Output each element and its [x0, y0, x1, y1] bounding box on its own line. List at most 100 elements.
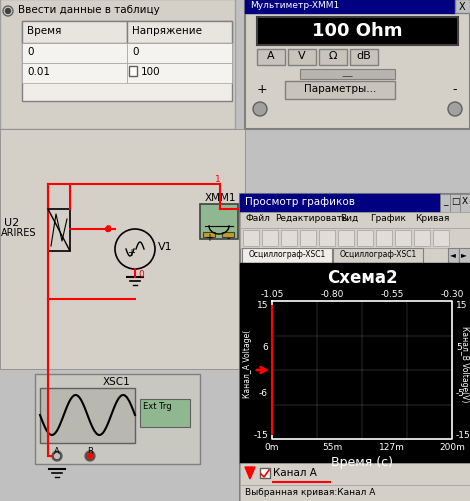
Text: 0: 0	[27, 47, 33, 57]
Bar	[240, 264, 470, 463]
Bar	[455, 0, 470, 14]
Text: Мультиметр-XMM1: Мультиметр-XMM1	[250, 1, 339, 10]
Text: Просмотр графиков: Просмотр графиков	[245, 196, 355, 206]
Text: 3: 3	[105, 224, 111, 233]
Bar	[240, 228, 470, 248]
Circle shape	[448, 103, 462, 117]
Bar	[285, 82, 395, 100]
Text: B: B	[87, 446, 93, 455]
Bar	[300, 230, 316, 246]
Text: V: V	[298, 51, 306, 61]
Text: -6: -6	[259, 389, 268, 398]
Bar	[129, 67, 137, 77]
Text: 15: 15	[456, 301, 468, 310]
Text: Схема2: Схема2	[327, 269, 397, 287]
Bar	[35, 374, 200, 464]
Bar	[260, 468, 270, 478]
Text: Файл: Файл	[245, 213, 270, 222]
Bar	[127, 22, 232, 44]
Circle shape	[55, 453, 60, 458]
Text: Напряжение: Напряжение	[132, 26, 202, 36]
Bar	[240, 194, 440, 212]
Text: Время (с): Время (с)	[331, 455, 393, 468]
Bar	[140, 399, 190, 427]
Text: 0: 0	[138, 270, 144, 279]
Bar	[22, 22, 232, 102]
Text: X: X	[462, 196, 468, 205]
Text: Осциллограф-XSC1: Осциллограф-XSC1	[248, 249, 326, 259]
Bar	[222, 232, 234, 237]
Text: -5: -5	[456, 389, 465, 398]
Text: Ввести данные в таблицу: Ввести данные в таблицу	[18, 5, 160, 15]
Text: Канал А: Канал А	[273, 467, 317, 477]
Bar	[127, 64, 232, 84]
Text: 1: 1	[215, 175, 221, 184]
Text: Редактировать: Редактировать	[275, 213, 347, 222]
Bar	[22, 64, 127, 84]
Text: □: □	[451, 196, 459, 205]
Bar	[450, 194, 460, 212]
Circle shape	[6, 10, 10, 15]
Text: _: _	[443, 196, 447, 205]
Text: Канал_А Voltage(: Канал_А Voltage(	[243, 329, 252, 397]
Bar	[257, 18, 458, 46]
Bar	[245, 0, 455, 14]
Bar	[22, 22, 127, 44]
Text: -: -	[452, 83, 456, 96]
Text: 200m: 200m	[439, 442, 465, 451]
Circle shape	[87, 453, 93, 458]
Text: 100 Ohm: 100 Ohm	[312, 22, 402, 40]
Bar	[281, 230, 297, 246]
Bar	[40, 388, 135, 443]
Bar	[48, 209, 70, 252]
Text: XSC1: XSC1	[103, 376, 131, 386]
Bar	[395, 230, 411, 246]
Bar	[243, 230, 259, 246]
Text: -0.55: -0.55	[380, 290, 404, 299]
Text: Выбранная кривая:Канал А: Выбранная кривая:Канал А	[245, 487, 376, 496]
Text: 0.01: 0.01	[27, 67, 50, 77]
Bar	[200, 204, 238, 239]
Text: 100: 100	[141, 67, 161, 77]
Bar	[414, 230, 430, 246]
Text: 0: 0	[132, 47, 139, 57]
Text: Кривая: Кривая	[415, 213, 449, 222]
Text: XMM1: XMM1	[205, 192, 236, 202]
Circle shape	[85, 451, 95, 461]
Bar	[459, 248, 470, 264]
Text: +: +	[257, 83, 267, 96]
Text: Время: Время	[27, 26, 62, 36]
Bar	[357, 230, 373, 246]
Circle shape	[3, 7, 13, 17]
Text: График: График	[370, 213, 406, 222]
Bar	[440, 194, 450, 212]
Bar	[0, 130, 245, 369]
Text: 6: 6	[262, 343, 268, 352]
Circle shape	[87, 453, 93, 458]
Text: Вид: Вид	[340, 213, 358, 222]
Bar	[127, 44, 232, 64]
Text: —: —	[341, 71, 352, 81]
Bar	[319, 230, 335, 246]
Text: A: A	[54, 446, 60, 455]
Text: Ω: Ω	[329, 51, 337, 61]
Bar	[22, 44, 127, 64]
Text: -1.05: -1.05	[260, 290, 284, 299]
Bar	[376, 230, 392, 246]
Bar	[333, 248, 423, 264]
Bar	[448, 248, 459, 264]
Bar	[262, 230, 278, 246]
Circle shape	[52, 451, 62, 461]
Text: -15: -15	[253, 431, 268, 439]
Text: +: +	[205, 232, 213, 242]
Text: Канал_В Voltage(V): Канал_В Voltage(V)	[461, 325, 470, 401]
Text: V1: V1	[158, 241, 172, 252]
Text: 15: 15	[257, 301, 268, 310]
Text: X: X	[459, 2, 465, 12]
Text: +: +	[127, 247, 135, 258]
Bar	[240, 463, 470, 485]
Bar	[245, 0, 470, 130]
Bar	[242, 248, 332, 264]
Polygon shape	[245, 467, 255, 479]
Bar	[240, 212, 470, 228]
